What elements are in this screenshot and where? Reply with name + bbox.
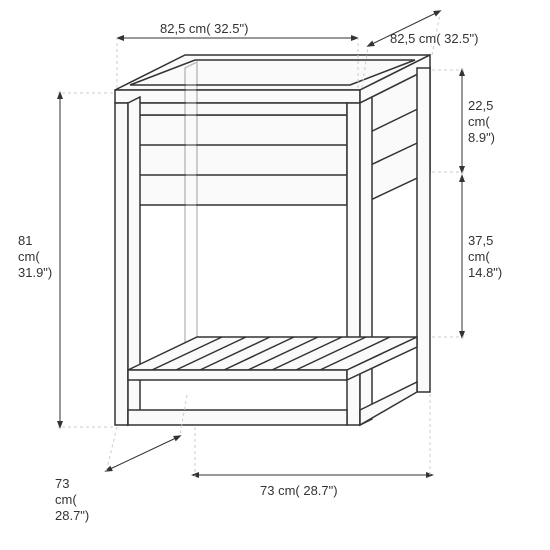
dim-top-width: 82,5 cm( 32.5") <box>160 21 248 36</box>
dim-mid-h-a: 37,5 <box>468 233 493 248</box>
planter-table <box>115 55 430 425</box>
dim-total-h-a: 81 <box>18 233 32 248</box>
dim-bottom-depth-c: 28.7") <box>55 508 89 523</box>
dim-bottom-depth-a: 73 <box>55 476 69 491</box>
dim-mid-h-c: 14.8") <box>468 265 502 280</box>
dim-bottom-width: 73 cm( 28.7") <box>260 483 338 498</box>
dim-mid-h-b: cm( <box>468 249 490 264</box>
dim-top-depth: 82,5 cm( 32.5") <box>390 31 478 46</box>
dim-total-h-b: cm( <box>18 249 40 264</box>
dim-upper-h-c: 8.9") <box>468 130 495 145</box>
dim-total-h-c: 31.9") <box>18 265 52 280</box>
dim-upper-h-a: 22,5 <box>468 98 493 113</box>
dimension-diagram: 82,5 cm( 32.5") 82,5 cm( 32.5") 22,5 cm(… <box>0 0 550 550</box>
dim-upper-h-b: cm( <box>468 114 490 129</box>
dim-bottom-depth-b: cm( <box>55 492 77 507</box>
